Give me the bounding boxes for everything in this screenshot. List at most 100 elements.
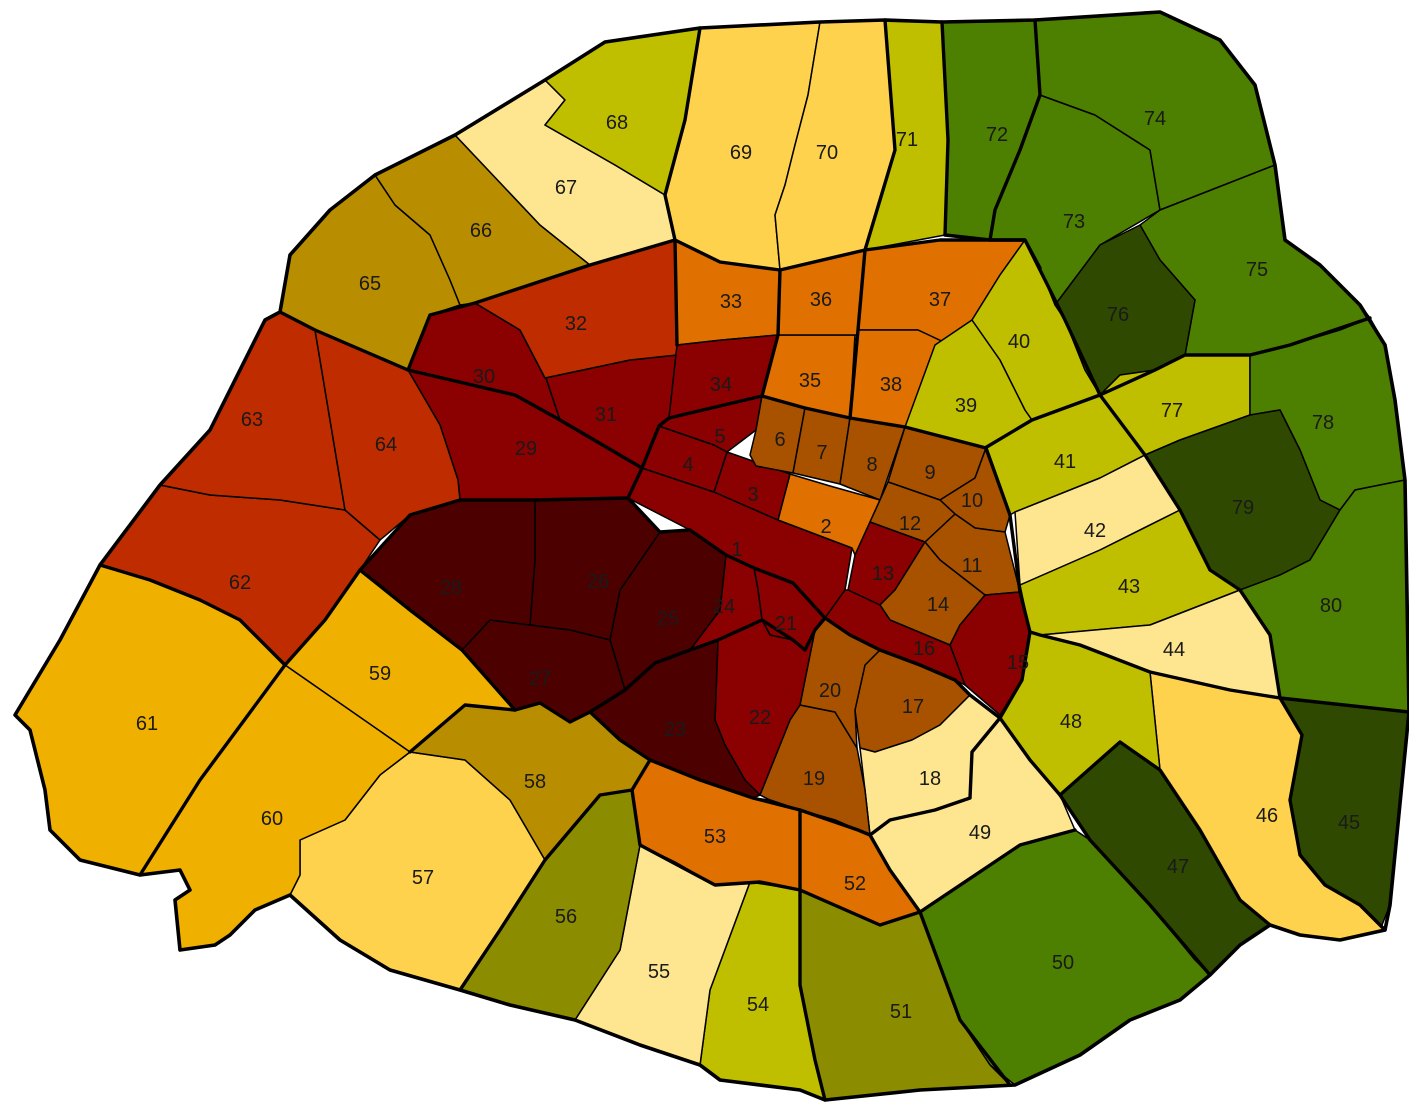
quartier-label-37: 37: [929, 289, 951, 311]
quartier-label-21: 21: [775, 613, 797, 635]
arrondissement-border: [278, 310, 410, 372]
quartier-label-15: 15: [1007, 652, 1029, 674]
quartier-label-55: 55: [648, 961, 670, 983]
quartier-label-28: 28: [440, 577, 462, 599]
quartier-label-2: 2: [820, 516, 831, 538]
arrondissement-border: [848, 248, 867, 420]
arrondissement-border: [663, 26, 702, 347]
quartier-label-24: 24: [713, 596, 735, 618]
arrondissement-border: [408, 703, 517, 754]
quartier-label-10: 10: [961, 490, 983, 512]
quartier-label-80: 80: [1320, 595, 1342, 617]
quartier-label-65: 65: [359, 273, 381, 295]
quartier-label-51: 51: [890, 1001, 912, 1023]
quartier-label-19: 19: [803, 768, 825, 790]
arrondissement-border: [1058, 793, 1212, 977]
quartier-label-9: 9: [924, 462, 935, 484]
quartier-label-26: 26: [587, 571, 609, 593]
arrondissement-border: [1028, 630, 1282, 700]
quartier-label-43: 43: [1118, 576, 1140, 598]
quartier-label-70: 70: [816, 142, 838, 164]
quartier-label-25: 25: [657, 608, 679, 630]
arrondissement-borders: [13, 10, 1409, 1102]
arrondissement-border: [918, 828, 1077, 1087]
arrondissement-border: [798, 808, 827, 1102]
quartier-label-5: 5: [714, 426, 725, 448]
quartier-label-13: 13: [872, 563, 894, 585]
arrondissement-border: [588, 710, 922, 927]
quartier-label-22: 22: [749, 707, 771, 729]
quartier-label-49: 49: [969, 822, 991, 844]
quartier-label-1: 1: [731, 539, 742, 561]
quartier-label-64: 64: [375, 434, 397, 456]
quartier-label-61: 61: [136, 713, 158, 735]
quartier-label-44: 44: [1163, 639, 1185, 661]
quartier-label-63: 63: [241, 409, 263, 431]
quartier-label-72: 72: [986, 124, 1008, 146]
arrondissement-border: [626, 496, 827, 620]
arrondissement-border: [1278, 696, 1387, 932]
quartier-label-27: 27: [529, 668, 551, 690]
quartier-label-56: 56: [555, 906, 577, 928]
quartier-label-11: 11: [962, 555, 983, 577]
quartier-label-3: 3: [747, 484, 758, 506]
quartier-label-53: 53: [704, 826, 726, 848]
quartier-label-69: 69: [730, 142, 752, 164]
quartier-label-74: 74: [1144, 108, 1166, 130]
quartier-label-33: 33: [720, 291, 742, 313]
arrondissement-border: [940, 20, 950, 237]
quartier-label-68: 68: [606, 112, 628, 134]
arrondissement-border: [863, 18, 897, 252]
quartier-label-31: 31: [595, 404, 617, 426]
arrondissement-border: [983, 393, 1102, 450]
arrondissement-border: [988, 18, 1042, 242]
quartier-label-35: 35: [799, 370, 821, 392]
quartier-label-32: 32: [565, 313, 587, 335]
quartier-label-73: 73: [1063, 211, 1085, 233]
quartier-label-46: 46: [1256, 805, 1278, 827]
quartier-label-42: 42: [1084, 520, 1106, 542]
quartier-label-78: 78: [1312, 412, 1334, 434]
quartier-label-29: 29: [515, 438, 537, 460]
quartier-label-59: 59: [369, 663, 391, 685]
quartier-label-47: 47: [1167, 856, 1189, 878]
quartier-label-39: 39: [955, 395, 977, 417]
quartier-label-62: 62: [229, 572, 251, 594]
quartier-label-48: 48: [1060, 711, 1082, 733]
quartier-label-18: 18: [919, 768, 941, 790]
quartier-label-40: 40: [1008, 331, 1030, 353]
quartier-label-12: 12: [899, 513, 921, 535]
quartier-label-71: 71: [896, 129, 918, 151]
quartier-label-60: 60: [261, 808, 283, 830]
arrondissement-border: [868, 716, 1002, 837]
quartier-label-66: 66: [470, 220, 492, 242]
quartier-label-8: 8: [866, 454, 877, 476]
quartier-label-16: 16: [913, 638, 935, 660]
quartier-label-58: 58: [524, 771, 546, 793]
arrondissement-border: [1098, 316, 1372, 397]
quartier-label-20: 20: [819, 680, 841, 702]
quartier-label-67: 67: [555, 177, 577, 199]
city-outline: [13, 10, 1409, 1102]
arrondissement-border: [998, 716, 1272, 927]
quartier-label-76: 76: [1107, 304, 1129, 326]
quartier-label-4: 4: [682, 454, 693, 476]
quartier-label-17: 17: [902, 696, 924, 718]
quartier-label-23: 23: [664, 719, 686, 741]
quartier-label-79: 79: [1232, 497, 1254, 519]
quartier-label-50: 50: [1052, 952, 1074, 974]
quartier-label-54: 54: [747, 994, 769, 1016]
arrondissement-border: [760, 268, 782, 398]
quartier-label-30: 30: [473, 366, 495, 388]
quartier-label-14: 14: [927, 594, 949, 616]
arrondissement-border: [283, 568, 362, 667]
quartier-label-57: 57: [412, 867, 434, 889]
quartier-label-75: 75: [1246, 259, 1268, 281]
quartier-label-34: 34: [710, 374, 732, 396]
quartier-label-52: 52: [844, 873, 866, 895]
arrondissement-border: [98, 563, 287, 667]
arrondissement-border: [358, 496, 1032, 724]
quartier-label-41: 41: [1054, 451, 1076, 473]
quartier-label-45: 45: [1338, 812, 1360, 834]
